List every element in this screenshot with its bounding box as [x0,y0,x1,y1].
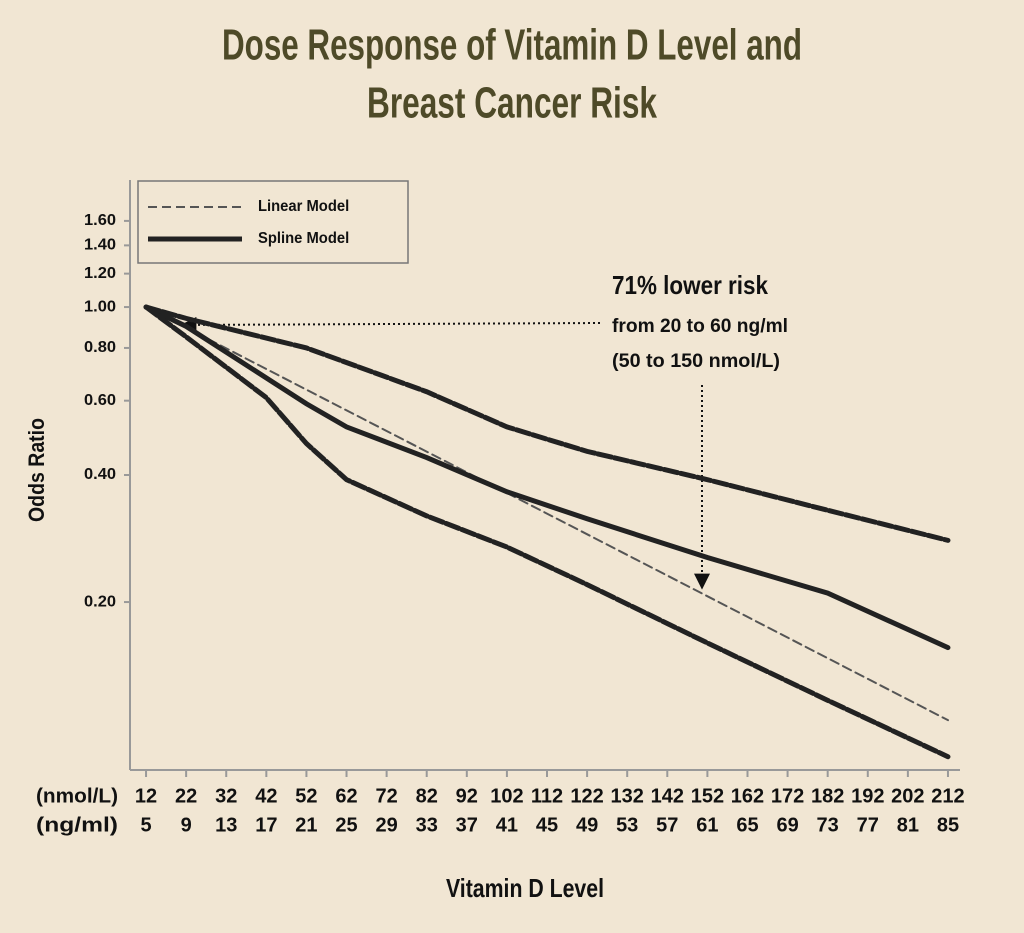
x-tick-label-ngml: 9 [181,814,192,836]
annotation: (50 to 150 nmol/L) [612,351,780,372]
x-tick-label: 122 [570,785,603,807]
x-axis-label: Vitamin D Level [446,873,604,903]
series-line [143,304,951,760]
x-tick-label-ngml: 5 [140,814,151,836]
x-tick-label: 132 [611,785,644,807]
x-tick-label: 102 [490,785,523,807]
x-tick-label: 42 [255,785,277,807]
x-tick-label-ngml: 77 [857,814,879,836]
y-axis-label: Odds Ratio [24,418,49,522]
x-tick-label: 72 [375,785,397,807]
x-tick-label: 62 [335,785,357,807]
x-tick-label-ngml: 85 [937,814,959,836]
y-tick-label: 1.60 [84,212,116,229]
x-tick-label: 162 [731,785,764,807]
x-tick-label: 52 [295,785,317,807]
x-tick-label-ngml: 53 [616,814,638,836]
x-tick-label-ngml: 65 [736,814,758,836]
x-tick-label-ngml: 33 [416,814,438,836]
series-line [143,304,951,543]
x-tick-label-ngml: 21 [295,814,317,836]
y-tick-label: 1.20 [84,265,116,282]
x-tick-label: 112 [531,785,563,807]
x-row-label: (ng/ml) [36,814,118,836]
y-tick-label: 1.40 [84,237,116,254]
legend-label: Linear Model [258,198,349,215]
legend-box [137,180,409,264]
x-tick-label-ngml: 73 [817,814,839,836]
x-tick-label: 142 [651,785,684,807]
x-tick-label: 202 [891,785,924,807]
y-tick-label: 0.40 [84,466,116,483]
x-tick-label-ngml: 49 [576,814,598,836]
x-tick-label: 22 [175,785,197,807]
y-tick-label: 0.80 [84,339,116,356]
y-tick-label: 0.60 [84,392,116,409]
x-tick-label: 182 [811,785,844,807]
x-tick-label: 92 [456,785,478,807]
x-tick-label-ngml: 37 [456,814,478,836]
x-tick-label-ngml: 41 [496,814,518,836]
x-tick-label: 192 [851,785,884,807]
series-line [143,304,951,651]
x-row-label: (nmol/L) [36,785,118,807]
x-tick-label-ngml: 45 [536,814,558,836]
x-tick-label-ngml: 29 [375,814,397,836]
x-tick-label: 212 [931,785,964,807]
x-tick-label-ngml: 57 [656,814,678,836]
x-tick-label-ngml: 13 [215,814,237,836]
series-line [145,306,949,722]
x-tick-label-ngml: 61 [696,814,718,836]
x-tick-label-ngml: 81 [897,814,919,836]
x-tick-label-ngml: 25 [335,814,357,836]
x-tick-label: 152 [691,785,724,807]
x-tick-label: 12 [135,785,157,807]
y-tick-label: 0.20 [84,593,116,610]
x-tick-label: 32 [215,785,237,807]
chart-title: Dose Response of Vitamin D Level and [222,21,802,70]
x-tick-label-ngml: 69 [776,814,798,836]
annotation: from 20 to 60 ng/ml [612,316,788,337]
x-tick-label: 172 [771,785,804,807]
chart-title: Breast Cancer Risk [367,79,657,128]
legend-label: Spline Model [258,230,349,247]
annotation: 71% lower risk [612,270,768,300]
x-tick-label: 82 [416,785,438,807]
x-tick-label-ngml: 17 [255,814,277,836]
y-tick-label: 1.00 [84,298,116,315]
